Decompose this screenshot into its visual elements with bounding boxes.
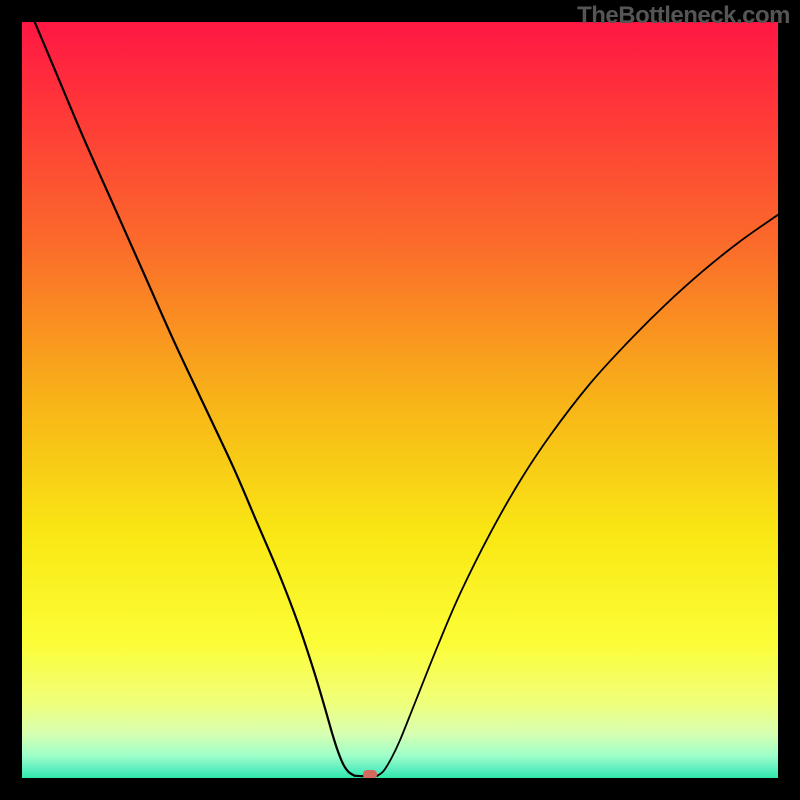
curve-right <box>377 215 778 776</box>
curve-layer <box>22 22 778 778</box>
plot-area <box>22 22 778 778</box>
watermark-text: TheBottleneck.com <box>577 2 790 30</box>
minimum-marker <box>363 770 377 778</box>
curve-left <box>22 22 355 776</box>
chart-frame: TheBottleneck.com <box>0 0 800 800</box>
